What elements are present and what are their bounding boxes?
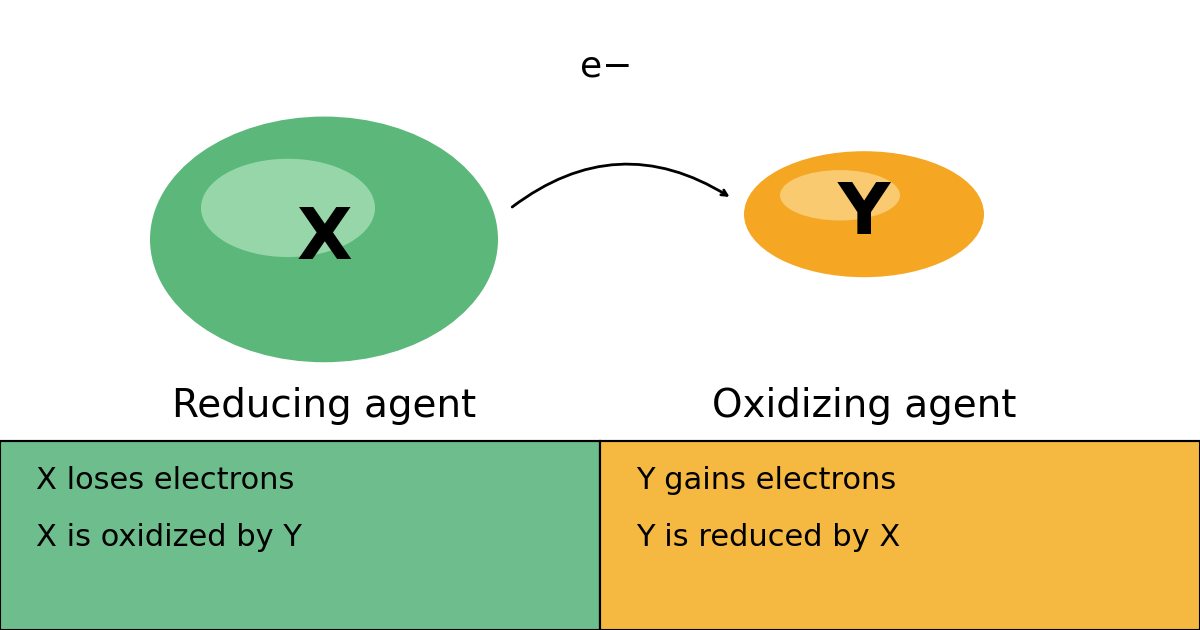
- Text: Y gains electrons: Y gains electrons: [636, 466, 896, 495]
- Text: Oxidizing agent: Oxidizing agent: [712, 387, 1016, 425]
- Ellipse shape: [150, 117, 498, 362]
- Text: X is oxidized by Y: X is oxidized by Y: [36, 523, 302, 552]
- Ellipse shape: [202, 159, 374, 257]
- Ellipse shape: [780, 170, 900, 220]
- Text: e−: e−: [580, 49, 632, 83]
- Text: Reducing agent: Reducing agent: [172, 387, 476, 425]
- Text: X: X: [296, 205, 352, 274]
- Bar: [600, 441, 1200, 630]
- Text: X loses electrons: X loses electrons: [36, 466, 294, 495]
- Bar: [0, 441, 600, 630]
- Text: Y: Y: [838, 180, 890, 249]
- Text: Y is reduced by X: Y is reduced by X: [636, 523, 900, 552]
- Ellipse shape: [744, 151, 984, 277]
